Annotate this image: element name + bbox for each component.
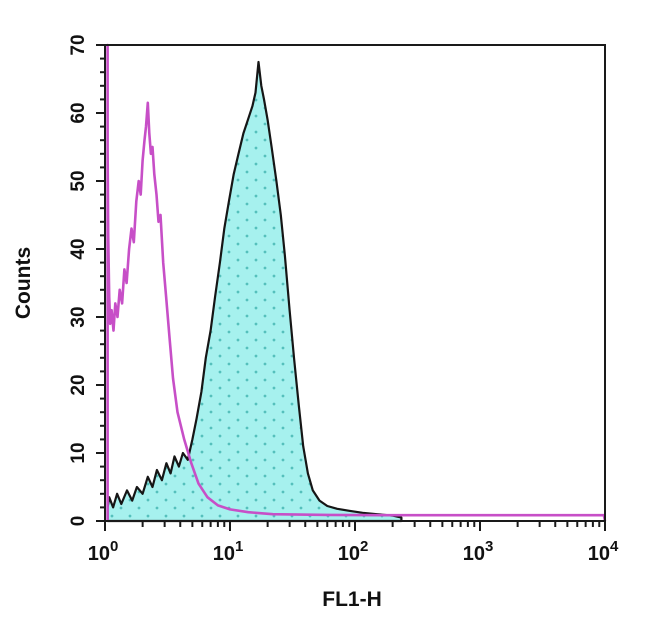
- y-axis-title: Counts: [12, 247, 35, 319]
- x-tick-label-10e0: 100: [88, 538, 119, 565]
- axis-ticks: [96, 44, 606, 531]
- stained-filled-histogram: [106, 60, 403, 523]
- x-tick-label-10e1: 101: [213, 538, 244, 565]
- histogram-series: [106, 43, 607, 523]
- axis-tick-labels: 0 10 20 30 40 50 60 70 100 101 102 103 104: [68, 34, 619, 565]
- y-tick-label-0: 0: [68, 516, 89, 527]
- y-tick-label-60: 60: [68, 102, 89, 123]
- y-tick-label-70: 70: [68, 34, 89, 55]
- y-tick-label-30: 30: [68, 306, 89, 327]
- y-tick-label-10: 10: [68, 442, 89, 463]
- x-axis-title: FL1-H: [322, 588, 382, 611]
- plot-border: [104, 44, 606, 522]
- x-tick-label-10e2: 102: [338, 538, 369, 565]
- y-tick-label-50: 50: [68, 170, 89, 191]
- x-tick-label-10e3: 103: [463, 538, 494, 565]
- y-tick-label-20: 20: [68, 374, 89, 395]
- y-tick-label-40: 40: [68, 238, 89, 259]
- plot-frame: [104, 44, 606, 522]
- open-histogram-control: [106, 43, 607, 522]
- x-tick-label-10e4: 104: [588, 538, 619, 565]
